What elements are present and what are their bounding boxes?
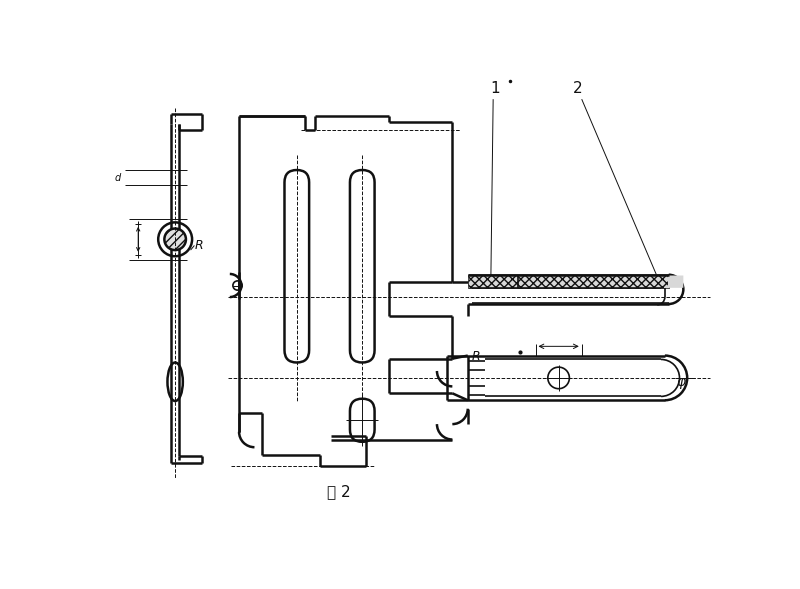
Text: R: R <box>472 350 480 363</box>
Text: φ: φ <box>677 375 686 389</box>
FancyBboxPatch shape <box>668 276 683 288</box>
Text: d: d <box>115 173 122 183</box>
Text: R: R <box>194 239 203 252</box>
Text: 2: 2 <box>573 81 582 96</box>
Circle shape <box>164 229 186 250</box>
Text: 1: 1 <box>490 81 499 96</box>
Text: 图 2: 图 2 <box>327 484 351 499</box>
Bar <box>468 276 669 288</box>
